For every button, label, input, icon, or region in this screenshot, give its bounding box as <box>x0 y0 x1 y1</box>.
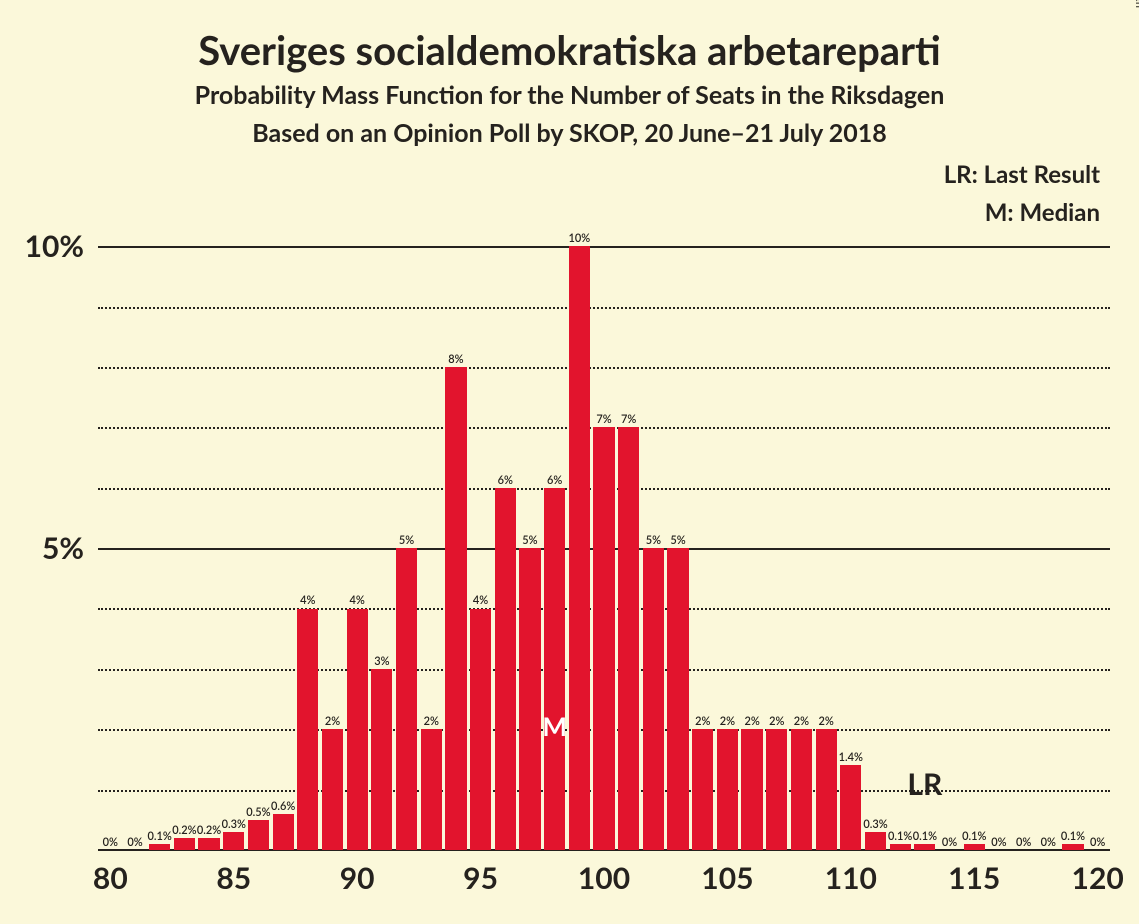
grid-minor <box>98 307 1110 309</box>
bar-value-label: 5% <box>522 534 537 547</box>
bar <box>569 246 590 850</box>
bar <box>692 729 713 850</box>
bar-value-label: 0.1% <box>1061 830 1085 843</box>
bar-value-label: 0% <box>103 836 118 849</box>
bar-value-label: 0.2% <box>172 824 196 837</box>
bar <box>766 729 787 850</box>
bar-value-label: 2% <box>325 715 340 728</box>
bar <box>248 820 269 850</box>
x-tick-label: 110 <box>825 850 877 896</box>
bar-value-label: 2% <box>744 715 759 728</box>
bar <box>396 548 417 850</box>
bar <box>223 832 244 850</box>
bar-value-label: 0.1% <box>148 830 172 843</box>
bar <box>297 609 318 851</box>
bar <box>149 844 170 850</box>
bar-value-label: 0.5% <box>246 806 270 819</box>
bar <box>816 729 837 850</box>
bar-value-label: 4% <box>300 594 315 607</box>
bar <box>741 729 762 850</box>
bar-value-label: 0% <box>1016 836 1031 849</box>
y-tick-label: 10% <box>25 228 98 264</box>
bar <box>593 427 614 850</box>
y-tick-label: 5% <box>42 530 98 566</box>
bar-value-label: 8% <box>448 353 463 366</box>
copyright-label: © 2018 Filip van Laenen <box>1133 0 1139 8</box>
x-tick-label: 100 <box>578 850 630 896</box>
bar-value-label: 0.1% <box>913 830 937 843</box>
bar-value-label: 6% <box>547 474 562 487</box>
median-marker: M <box>542 710 567 742</box>
x-tick-label: 95 <box>463 850 498 896</box>
bar <box>347 609 368 851</box>
bar-value-label: 2% <box>818 715 833 728</box>
bar-value-label: 5% <box>399 534 414 547</box>
bar <box>643 548 664 850</box>
bar-value-label: 0.3% <box>863 818 887 831</box>
bar <box>421 729 442 850</box>
bar <box>371 669 392 850</box>
x-tick-label: 85 <box>216 850 251 896</box>
bar <box>445 367 466 850</box>
bar-value-label: 10% <box>568 232 590 245</box>
bar-value-label: 1.4% <box>839 751 863 764</box>
x-tick-label: 90 <box>340 850 375 896</box>
grid-minor <box>98 367 1110 369</box>
bar <box>470 609 491 851</box>
bar-value-label: 2% <box>720 715 735 728</box>
bar-value-label: 0.3% <box>222 818 246 831</box>
bar-value-label: 2% <box>424 715 439 728</box>
legend-median: M: Median <box>985 198 1100 227</box>
bar-value-label: 5% <box>670 534 685 547</box>
bar <box>198 838 219 850</box>
bar-value-label: 2% <box>769 715 784 728</box>
bar-value-label: 0.1% <box>962 830 986 843</box>
bar <box>544 488 565 850</box>
bar-value-label: 0% <box>942 836 957 849</box>
bar <box>618 427 639 850</box>
bar-value-label: 0.6% <box>271 800 295 813</box>
bar-value-label: 0% <box>1041 836 1056 849</box>
bar-value-label: 4% <box>350 594 365 607</box>
bar-value-label: 0% <box>991 836 1006 849</box>
bar <box>495 488 516 850</box>
bar-value-label: 7% <box>596 413 611 426</box>
pmf-chart: Sveriges socialdemokratiska arbetarepart… <box>0 0 1139 924</box>
bar <box>273 814 294 850</box>
bar-value-label: 0% <box>1090 836 1105 849</box>
x-tick-label: 80 <box>93 850 128 896</box>
bar <box>840 765 861 850</box>
bar <box>667 548 688 850</box>
bar-value-label: 6% <box>498 474 513 487</box>
bar-value-label: 7% <box>621 413 636 426</box>
chart-subtitle-1: Probability Mass Function for the Number… <box>0 80 1139 110</box>
bar-value-label: 4% <box>473 594 488 607</box>
bar <box>174 838 195 850</box>
bar <box>791 729 812 850</box>
bar-value-label: 5% <box>646 534 661 547</box>
bar <box>519 548 540 850</box>
x-tick-label: 105 <box>701 850 753 896</box>
chart-title: Sveriges socialdemokratiska arbetarepart… <box>0 26 1139 74</box>
bar-value-label: 2% <box>695 715 710 728</box>
bar <box>865 832 886 850</box>
bar-value-label: 0.1% <box>888 830 912 843</box>
x-tick-label: 120 <box>1072 850 1124 896</box>
chart-subtitle-2: Based on an Opinion Poll by SKOP, 20 Jun… <box>0 118 1139 148</box>
last-result-marker: LR <box>907 766 942 802</box>
bar-value-label: 3% <box>374 655 389 668</box>
bar-value-label: 0% <box>127 836 142 849</box>
bar <box>914 844 935 850</box>
bar-value-label: 2% <box>794 715 809 728</box>
bar-value-label: 0.2% <box>197 824 221 837</box>
bar <box>322 729 343 850</box>
legend-last-result: LR: Last Result <box>944 160 1100 189</box>
grid-major <box>98 246 1110 248</box>
x-tick-label: 115 <box>948 850 1000 896</box>
plot-area: 0%0%0.1%0.2%0.2%0.3%0.5%0.6%4%2%4%3%5%2%… <box>98 210 1110 850</box>
bar <box>717 729 738 850</box>
bar <box>890 844 911 850</box>
